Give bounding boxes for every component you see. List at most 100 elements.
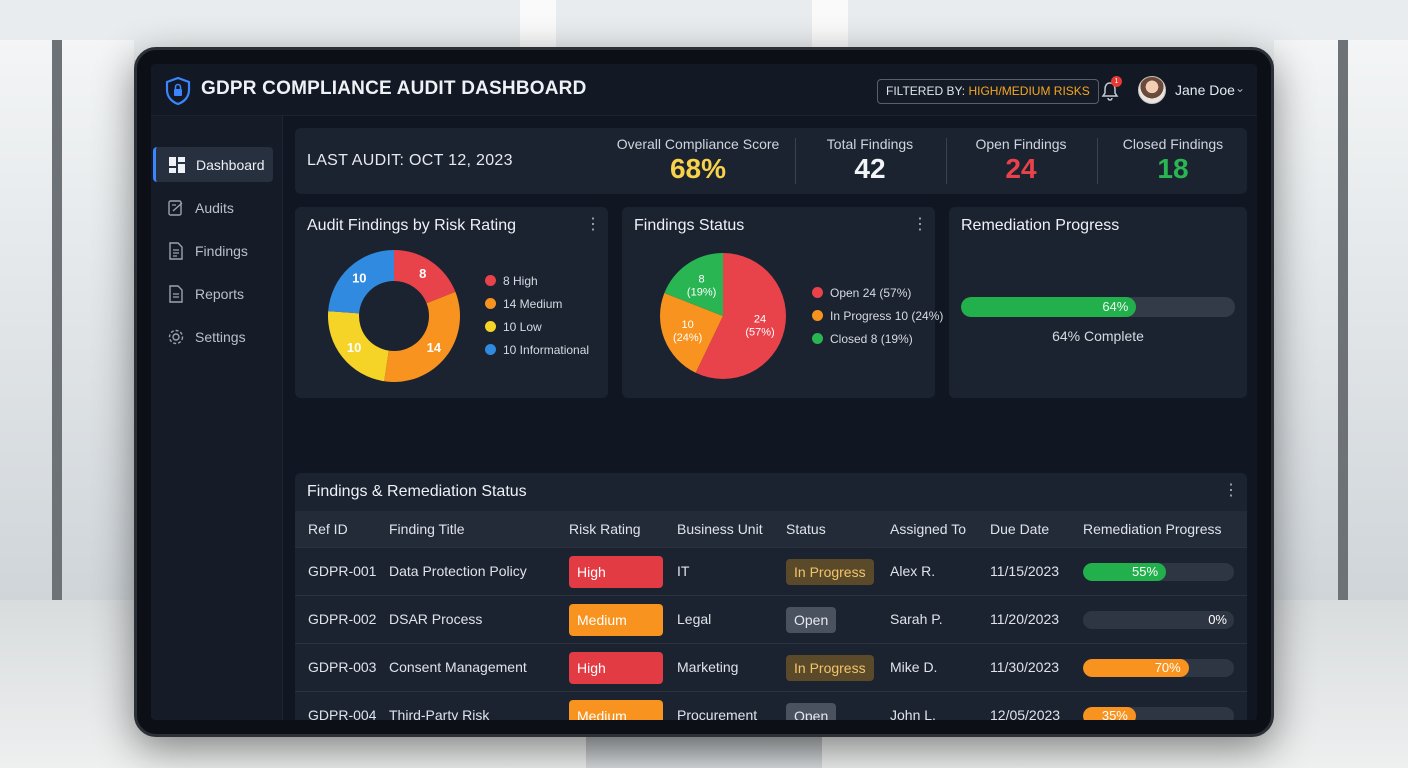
office-window [0, 40, 134, 600]
column-header[interactable]: Remediation Progress [1083, 521, 1222, 537]
status-badge: Open [786, 703, 837, 720]
sidebar-item-reports[interactable]: Reports [153, 276, 273, 311]
legend-swatch [812, 310, 823, 321]
divider [1097, 138, 1098, 184]
status-legend: Open 24 (57%) In Progress 10 (24%) Close… [812, 281, 943, 350]
column-header[interactable]: Assigned To [890, 521, 967, 537]
row-progress-bar: 70% [1083, 659, 1234, 677]
column-header[interactable]: Risk Rating [569, 521, 641, 537]
legend-item: Closed 8 (19%) [812, 327, 943, 350]
assigned-to-cell: Sarah P. [890, 611, 943, 627]
kpi-open-findings: Open Findings 24 [957, 136, 1085, 188]
progress-label: 70% [1154, 660, 1181, 675]
sidebar-item-settings[interactable]: Settings [153, 319, 273, 354]
table-row[interactable]: GDPR-002 DSAR Process Medium Legal Open Sarah… [295, 595, 1247, 643]
sidebar-item-dashboard[interactable]: Dashboard [153, 147, 273, 182]
due-date-cell: 11/30/2023 [990, 659, 1060, 675]
findings-status-card: Findings Status ⋮ 24 (57%) 10 (24%) 8 (19%) O… [622, 207, 943, 398]
user-name[interactable]: Jane Doe [1175, 82, 1235, 98]
risk-rating-card: Audit Findings by Risk Rating ⋮ 8 14 10 10 … [295, 207, 608, 398]
more-options-icon[interactable]: ⋮ [1223, 482, 1239, 499]
kpi-label: Total Findings [826, 136, 914, 152]
kpi-value: 18 [1157, 153, 1189, 184]
column-header[interactable]: Ref ID [308, 521, 348, 537]
risk-donut-chart: 8 14 10 10 [328, 250, 460, 382]
progress-fill [1083, 707, 1136, 720]
column-header[interactable]: Business Unit [677, 521, 763, 537]
ceiling-light [520, 0, 556, 48]
divider [795, 138, 796, 184]
card-title: Remediation Progress [961, 217, 1120, 234]
slice-label: 24 (57%) [745, 313, 774, 338]
legend-swatch [485, 298, 496, 309]
assigned-to-cell: Mike D. [890, 659, 938, 675]
legend-swatch [812, 287, 823, 298]
progress-caption: 64% Complete [1052, 328, 1144, 344]
slice-label: 10 [347, 340, 361, 355]
filter-prefix: FILTERED BY: [886, 84, 969, 98]
ceiling-light [812, 0, 848, 48]
audits-icon [168, 199, 183, 216]
pie-slice-high [394, 250, 456, 304]
column-header[interactable]: Finding Title [389, 521, 465, 537]
chevron-down-icon[interactable]: ⌄ [1235, 81, 1246, 95]
progress-fill [1083, 563, 1167, 581]
row-progress-bar: 35% [1083, 707, 1234, 720]
table-row[interactable]: GDPR-003 Consent Management High Marketing I… [295, 643, 1247, 691]
table-row[interactable]: GDPR-004 Third-Party Risk Medium Procuremen… [295, 691, 1247, 720]
app-title: GDPR COMPLIANCE AUDIT DASHBOARD [201, 78, 587, 99]
legend-item: 10 Informational [485, 338, 589, 361]
sidebar: Dashboard Audits Findings [151, 116, 283, 720]
status-badge: Open [786, 607, 837, 633]
kpi-closed-findings: Closed Findings 18 [1107, 136, 1239, 188]
slice-label: 8 [419, 266, 426, 281]
business-unit-cell: Marketing [677, 659, 739, 675]
sidebar-item-findings[interactable]: Findings [153, 233, 273, 268]
assigned-to-cell: Alex R. [890, 563, 936, 579]
findings-table-card: Findings & Remediation Status ⋮ Ref ID F… [295, 473, 1247, 720]
kpi-value: 42 [854, 153, 886, 184]
finding-title-cell: Third-Party Risk [389, 707, 490, 720]
table-row[interactable]: GDPR-001 Data Protection Policy High IT In P… [295, 547, 1247, 595]
kpi-label: Overall Compliance Score [616, 136, 780, 152]
slice-label: 10 (24%) [673, 319, 702, 344]
legend-label: 14 Medium [503, 296, 563, 311]
table-header: Ref ID Finding Title Risk Rating Busines… [295, 511, 1247, 547]
gear-icon [168, 329, 184, 344]
status-badge: In Progress [786, 655, 874, 681]
avatar[interactable] [1138, 76, 1166, 104]
remediation-progress-bar: 64% [961, 297, 1235, 317]
window-frame [52, 40, 62, 600]
filter-chip[interactable]: FILTERED BY: HIGH/MEDIUM RISKS [877, 79, 1099, 104]
sidebar-item-audits[interactable]: Audits [153, 190, 273, 225]
reports-icon [169, 284, 183, 303]
business-unit-cell: Legal [677, 611, 712, 627]
shield-lock-icon [165, 77, 191, 105]
status-badge: In Progress [786, 559, 874, 585]
risk-badge: Medium [569, 604, 663, 636]
more-options-icon[interactable]: ⋮ [585, 216, 601, 233]
column-header[interactable]: Status [786, 521, 826, 537]
sidebar-item-label: Reports [195, 285, 245, 302]
last-audit-date: LAST AUDIT: OCT 12, 2023 [307, 152, 513, 169]
progress-label: 55% [1132, 564, 1159, 579]
main-content: LAST AUDIT: OCT 12, 2023 Overall Complia… [283, 116, 1257, 720]
pie-slice-in-progress [660, 292, 723, 373]
status-pie-chart: 24 (57%) 10 (24%) 8 (19%) [660, 253, 786, 379]
risk-badge: Medium [569, 700, 663, 720]
progress-label: 35% [1101, 708, 1128, 720]
legend-swatch [485, 344, 496, 355]
card-title: Findings Status [634, 217, 745, 234]
kpi-label: Open Findings [975, 136, 1067, 152]
pie-slice-open [695, 253, 786, 379]
app-header: GDPR COMPLIANCE AUDIT DASHBOARD FILTERED… [151, 64, 1257, 116]
sidebar-item-label: Audits [195, 199, 234, 216]
slice-label: 8 (19%) [687, 274, 716, 299]
legend-swatch [812, 333, 823, 344]
monitor-stand [586, 735, 822, 768]
column-header[interactable]: Due Date [990, 521, 1050, 537]
more-options-icon[interactable]: ⋮ [912, 216, 928, 233]
risk-badge: High [569, 652, 663, 684]
notification-badge: 1 [1111, 76, 1122, 87]
row-progress-bar: 55% [1083, 563, 1234, 581]
